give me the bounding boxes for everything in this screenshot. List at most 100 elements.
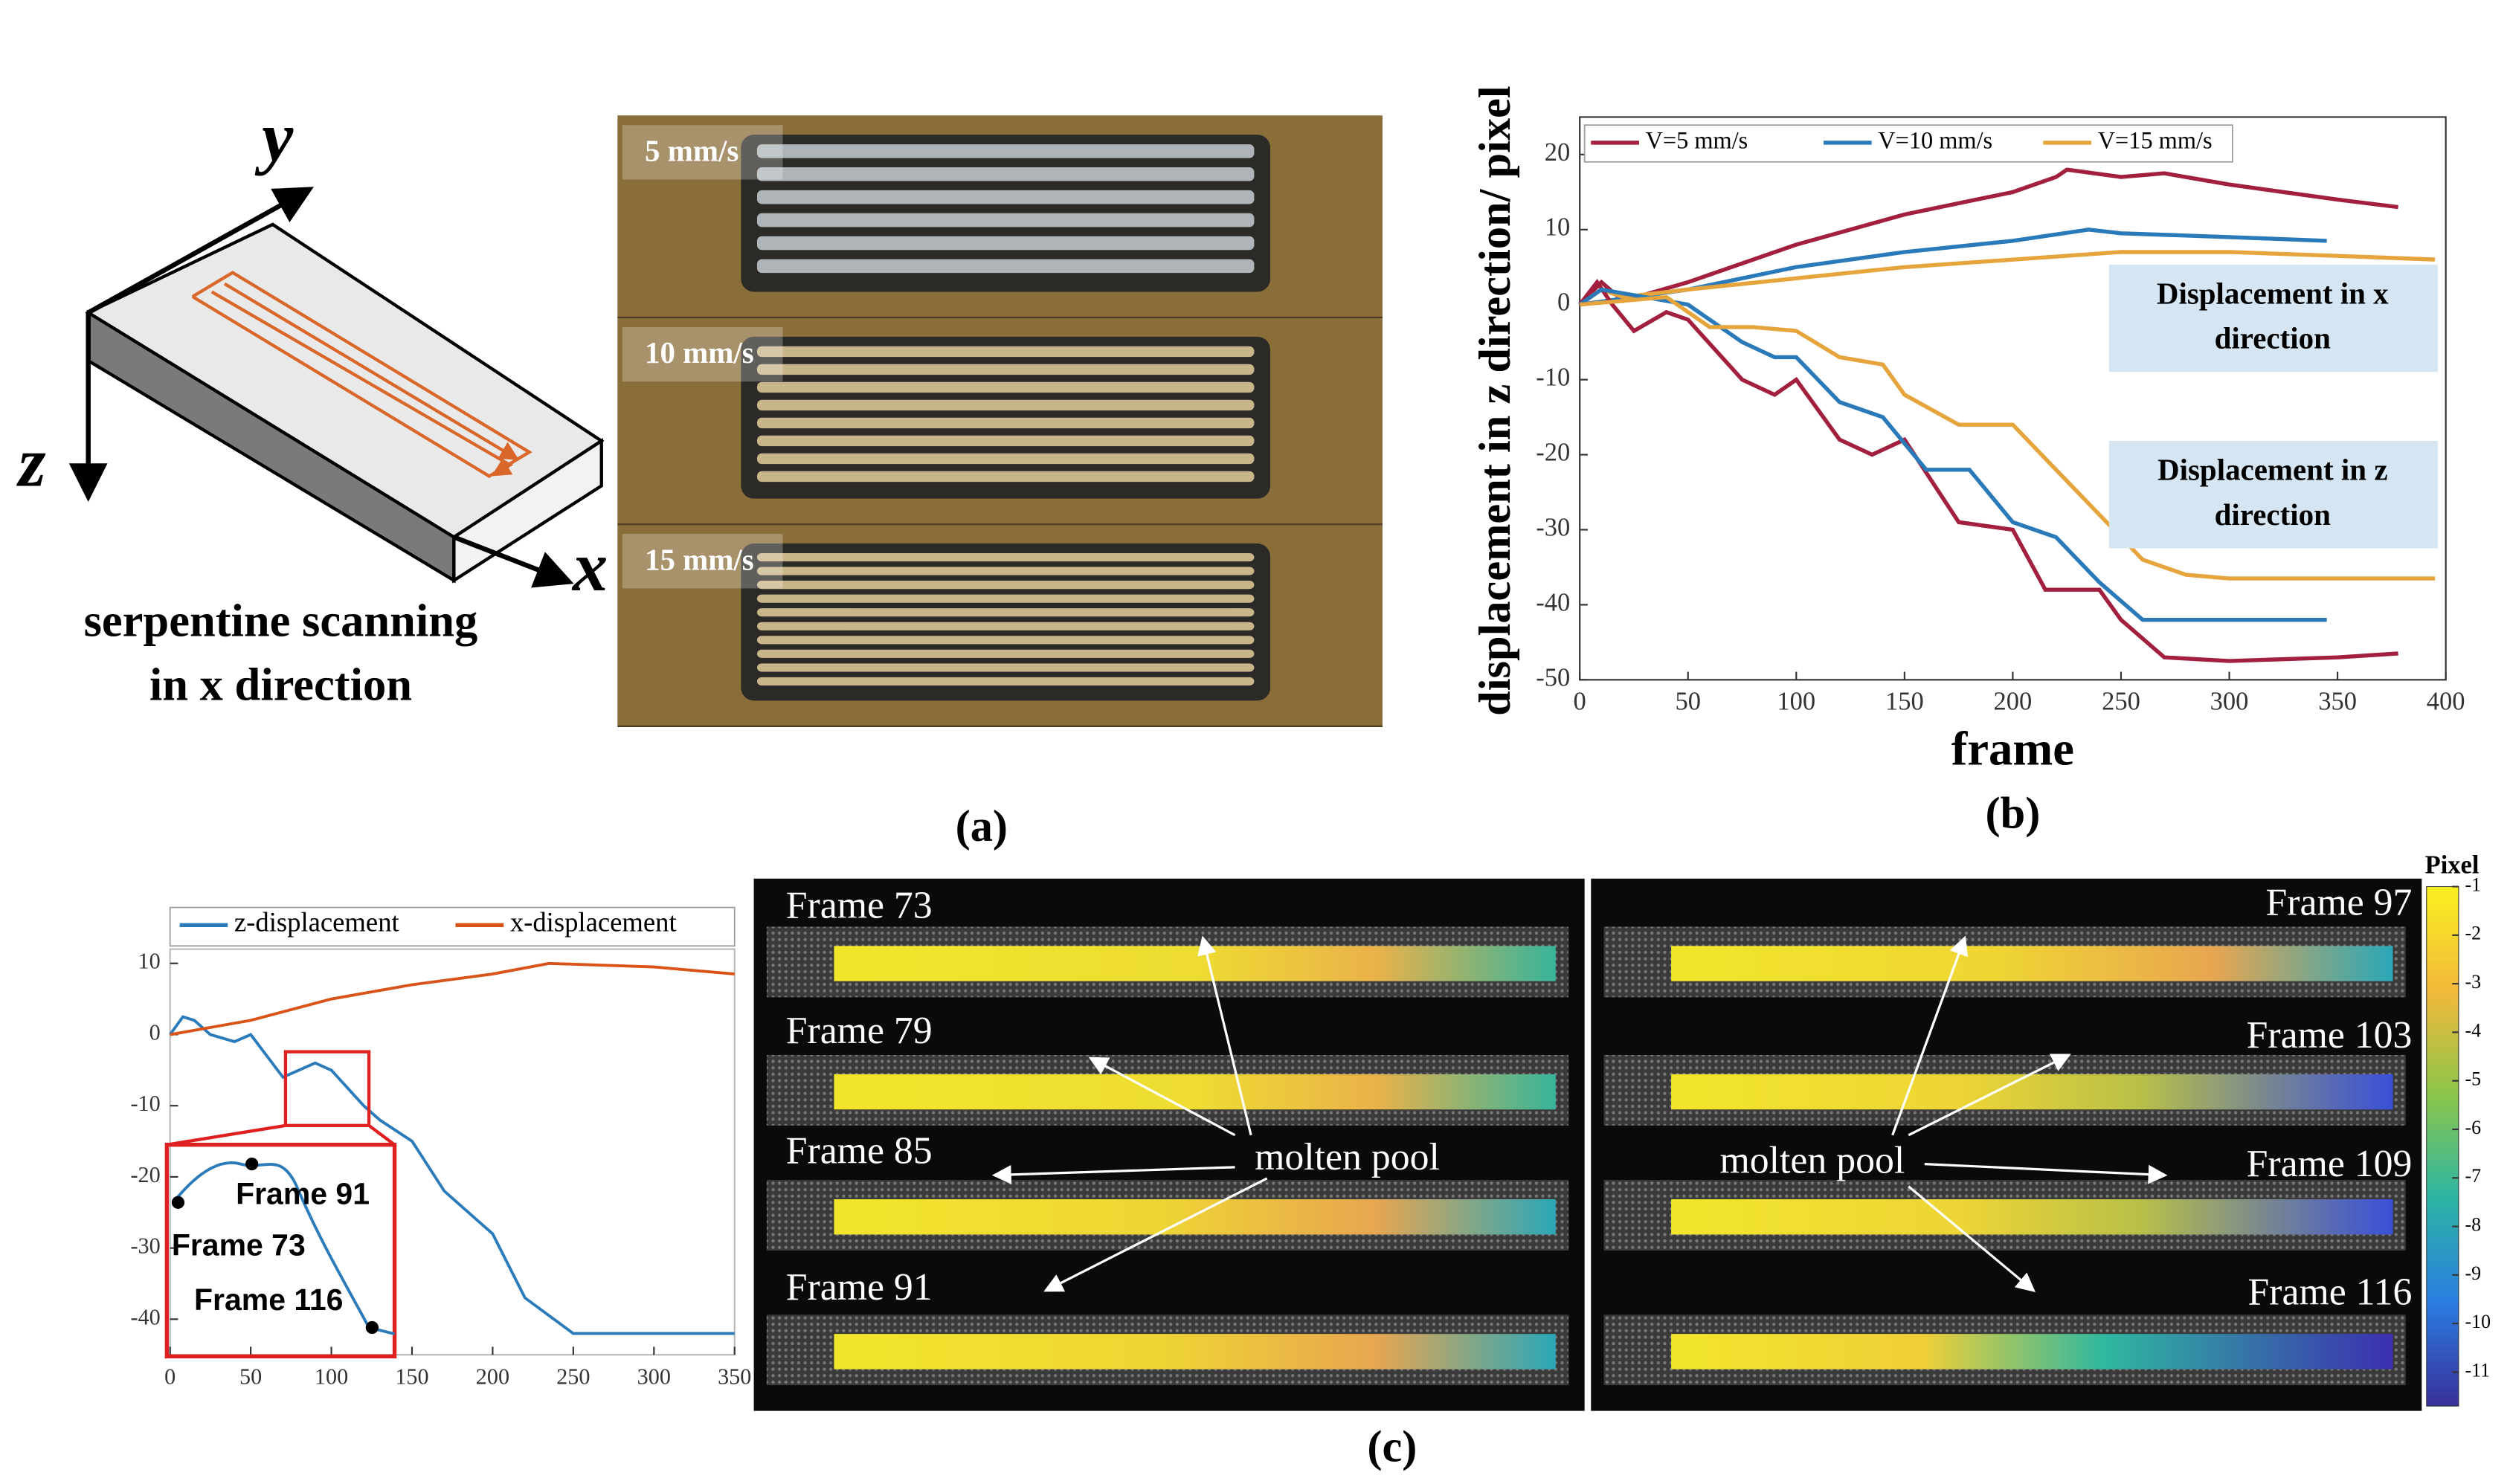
colorbar-tick-label: -1 <box>2465 874 2482 895</box>
y-tick-label: -20 <box>130 1162 160 1187</box>
frame-label: Frame 103 <box>2247 1014 2413 1056</box>
callout-arrow <box>1197 935 1252 1136</box>
frame-label: Frame 109 <box>2247 1143 2413 1185</box>
colorbar-label: Pixel <box>2425 851 2480 880</box>
inset-box <box>164 1143 397 1359</box>
colorbar-tick-label: -7 <box>2465 1165 2482 1187</box>
annotation: Displacement in x <box>2157 276 2389 310</box>
colorbar-tick-label: -4 <box>2465 1019 2482 1041</box>
axis-label: z <box>16 423 46 502</box>
y-axis-label: displacement in z direction/ pixel <box>1470 86 1520 715</box>
x-tick-label: 50 <box>1675 688 1701 716</box>
panel-label: (b) <box>1986 789 2041 839</box>
x-tick-label: 200 <box>476 1364 509 1389</box>
bead <box>756 381 1255 393</box>
bead <box>756 346 1255 358</box>
label-bg <box>622 125 783 180</box>
bead <box>756 663 1255 672</box>
displacement-field <box>834 1074 1556 1110</box>
photo-label: 15 mm/s <box>645 542 754 576</box>
x-tick-label: 350 <box>718 1364 751 1389</box>
frame-dot <box>171 1196 185 1209</box>
bead <box>756 144 1255 158</box>
frame-label: Frame 91 <box>786 1266 933 1309</box>
frame-label: Frame 79 <box>786 1010 933 1052</box>
bead <box>756 622 1255 630</box>
colorbar-tick-label: -9 <box>2465 1262 2482 1284</box>
photo-label: 10 mm/s <box>645 335 754 370</box>
axis-label: y <box>254 97 294 176</box>
bead <box>756 213 1255 228</box>
bead <box>756 608 1255 617</box>
x-tick-label: 400 <box>2427 688 2465 716</box>
y-tick-label: -30 <box>130 1233 160 1259</box>
series-line <box>1578 250 2436 306</box>
displacement-field <box>834 946 1556 981</box>
frame-dot <box>245 1157 259 1171</box>
legend-label: V=10 mm/s <box>1878 126 1992 153</box>
x-tick-label: 300 <box>2210 688 2249 716</box>
bead <box>756 259 1255 274</box>
bead <box>756 677 1255 686</box>
zoom-link <box>367 1124 396 1146</box>
callout-arrow <box>991 1164 1235 1184</box>
colorbar-tick-label: -10 <box>2465 1311 2491 1332</box>
frame-dot <box>365 1320 379 1335</box>
annotation: Frame 91 <box>236 1177 370 1211</box>
colorbar-tick-label: -2 <box>2465 923 2482 944</box>
annotation: direction <box>2215 497 2331 532</box>
series-line <box>1578 278 2398 663</box>
displacement-field <box>834 1334 1556 1370</box>
bead <box>756 417 1255 429</box>
x-tick-label: 250 <box>556 1364 590 1389</box>
frame-label: Frame 73 <box>786 885 933 927</box>
x-tick-label: 100 <box>1777 688 1815 716</box>
annotation: Displacement in z <box>2157 453 2388 487</box>
legend-label: z-displacement <box>234 907 399 938</box>
legend-label: V=15 mm/s <box>2098 126 2213 153</box>
annotation: Frame 73 <box>172 1228 306 1262</box>
bead <box>756 636 1255 645</box>
bead <box>756 435 1255 447</box>
label-bg <box>622 326 783 382</box>
x-tick-label: 50 <box>239 1364 262 1389</box>
x-tick-label: 300 <box>637 1364 671 1389</box>
colorbar-tick-label: -11 <box>2465 1359 2491 1381</box>
bead <box>756 567 1255 575</box>
panel-label: (a) <box>956 801 1008 851</box>
bead <box>756 471 1255 483</box>
bead <box>756 399 1255 411</box>
y-tick-label: -10 <box>1536 364 1570 392</box>
displacement-field <box>1671 1074 2393 1110</box>
annotation: Frame 116 <box>194 1283 343 1317</box>
y-tick-label: -30 <box>1536 513 1570 541</box>
x-tick-label: 350 <box>2318 688 2357 716</box>
series-line <box>1579 228 2327 307</box>
x-tick-label: 100 <box>315 1364 348 1389</box>
legend-box <box>1583 124 2233 163</box>
bead <box>756 167 1255 181</box>
label-bg <box>622 534 783 589</box>
callout: molten pool <box>1255 1136 1440 1178</box>
bead <box>756 236 1255 251</box>
annotation-box <box>2108 264 2438 372</box>
y-tick-label: 10 <box>1545 213 1571 242</box>
y-tick-label: -20 <box>1536 438 1570 466</box>
bead <box>756 190 1255 204</box>
zoom-box <box>283 1050 371 1127</box>
colorbar-tick-label: -3 <box>2465 971 2482 993</box>
y-tick-label: 20 <box>1545 138 1571 167</box>
plot-frame <box>1579 116 2447 681</box>
legend-box <box>169 906 736 947</box>
displacement-field <box>1671 946 2393 981</box>
colorbar <box>2426 885 2459 1407</box>
caption: serpentine scanning <box>84 594 478 646</box>
y-tick-label: 0 <box>149 1019 161 1045</box>
panel-label: (c) <box>1367 1422 1417 1471</box>
callout-arrow <box>1924 1162 2168 1184</box>
x-tick-label: 0 <box>164 1364 176 1389</box>
bead <box>756 581 1255 590</box>
frame-label: Frame 85 <box>786 1130 933 1172</box>
bead <box>756 453 1255 465</box>
photo-label: 5 mm/s <box>645 133 738 167</box>
